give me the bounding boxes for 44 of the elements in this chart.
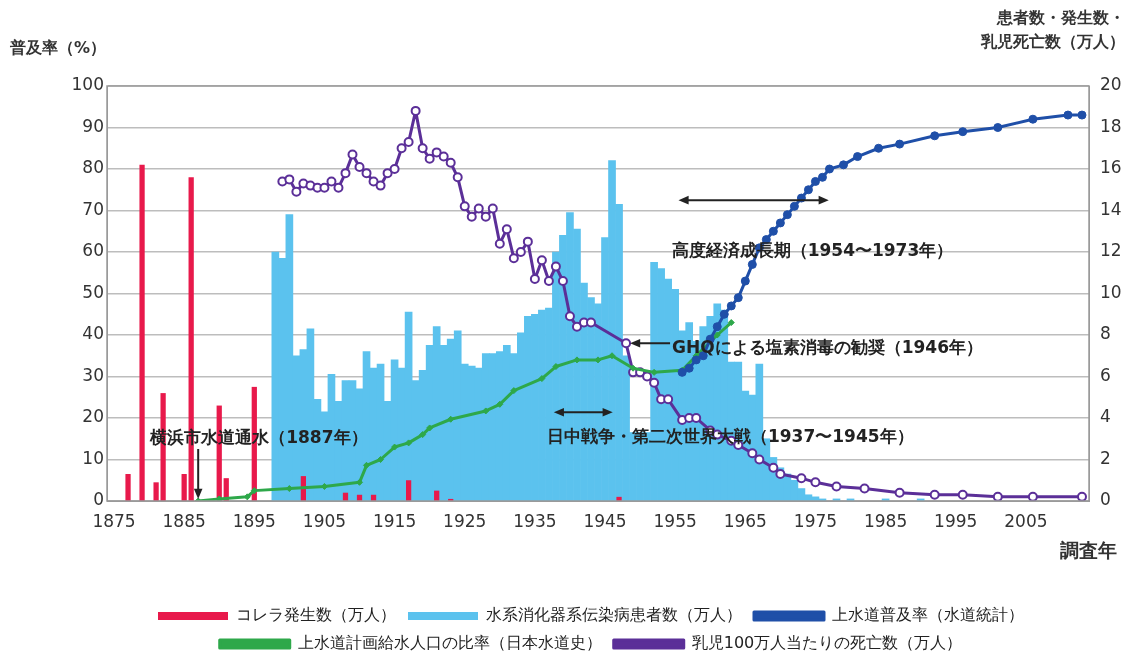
y-tick-label: 20 [82,406,104,427]
legend-label: 水系消化器系伝染病患者数（万人） [486,605,742,625]
y-tick-label: 30 [82,364,104,385]
x-tick-label: 2005 [1004,510,1048,531]
legend-label: 上水道普及率（水道統計） [832,605,1024,625]
y-tick-label: 90 [82,115,104,136]
y2-tick-label: 16 [1100,157,1122,178]
x-tick-label: 1905 [302,510,347,531]
legend-label: 乳児100万人当たりの死亡数（万人） [691,633,963,653]
x-tick-label: 1985 [863,510,908,531]
y-tick-label: 50 [82,281,104,302]
y-tick-label: 0 [93,489,104,510]
x-tick-label: 1955 [653,510,697,531]
y2-tick-label: 4 [1100,406,1111,427]
y2-tick-label: 14 [1100,198,1122,219]
x-tick-label: 1875 [92,510,136,531]
legend-label: 上水道計画給水人口の比率（日本水道史） [297,633,602,653]
y2-tick-label: 6 [1100,364,1111,385]
y-tick-label: 100 [71,74,104,95]
x-tick-label: 1995 [934,510,978,531]
y2-tick-label: 0 [1100,489,1111,510]
x-axis-title: 調査年 [1060,538,1117,563]
y2-axis-title: 患者数・発生数・乳児死亡数（万人） [981,7,1125,53]
y-tick-label: 10 [82,447,104,468]
x-tick-label: 1925 [443,510,487,531]
x-tick-label: 1895 [232,510,276,531]
x-tick-label: 1885 [162,510,206,531]
x-tick-label: 1915 [372,510,417,531]
y-axis-title: 普及率（%） [10,38,107,59]
legend-label: コレラ発生数（万人） [236,605,396,625]
y2-tick-label: 18 [1100,115,1122,136]
y-tick-label: 80 [82,157,104,178]
x-tick-label: 1935 [513,510,557,531]
y2-tick-label: 2 [1100,447,1111,468]
y2-tick-label: 12 [1100,240,1122,261]
x-tick-label: 1965 [723,510,767,531]
y2-tick-label: 10 [1100,281,1122,302]
y-tick-label: 60 [82,240,104,261]
x-tick-label: 1975 [793,510,838,531]
y2-tick-label: 8 [1100,323,1111,344]
y-tick-label: 70 [82,198,104,219]
x-tick-label: 1945 [583,510,627,531]
y2-tick-label: 20 [1100,74,1122,95]
y-tick-label: 40 [82,323,104,344]
